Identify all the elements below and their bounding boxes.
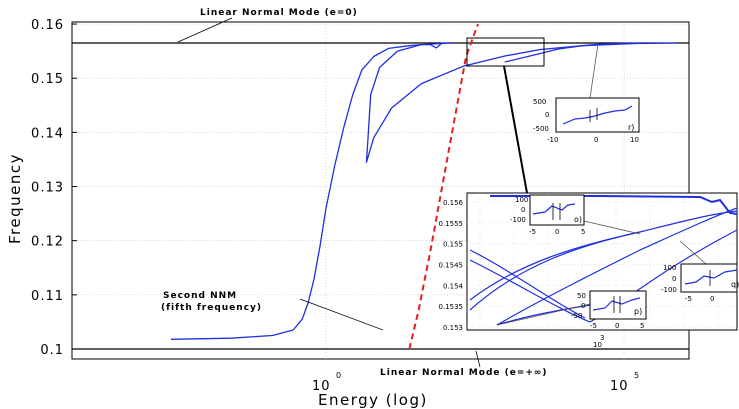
- zoom-ytick-label: 0.1555: [439, 220, 464, 228]
- inset-r-label: r): [628, 123, 634, 132]
- zoom-ytick-label: 0.155: [443, 241, 463, 249]
- annotation-second-nnm: Second NNM: [163, 291, 237, 301]
- x-axis-label: Energy (log): [318, 391, 428, 409]
- inset-o-xtick-2: 0: [555, 228, 559, 236]
- inset-r-ytick-2: 0: [545, 111, 549, 119]
- inset-r-ytick-3: -500: [533, 125, 549, 133]
- zoom-xtick-base: 10: [593, 341, 602, 349]
- second-nnm-curve: [408, 23, 479, 350]
- zoom-connector: [503, 65, 528, 194]
- x-tick-base-1: 10: [312, 379, 331, 394]
- y-tick-label: 0.16: [31, 18, 64, 33]
- inset-r-xtick-3: 10: [630, 136, 639, 144]
- x-tick-exp-2: 5: [634, 371, 639, 380]
- inset-o-xtick-3: 5: [581, 228, 585, 236]
- inset-q-label: q): [731, 280, 739, 289]
- inset-q-xtick-1: -5: [685, 295, 692, 303]
- arrow-e0: [177, 17, 233, 43]
- zoom-ytick-label: 0.1545: [439, 262, 464, 270]
- inset-r: 500 0 -500 -10 0 10 r): [533, 43, 640, 144]
- series-group: [170, 42, 678, 340]
- zoom-ytick-label: 0.154: [443, 282, 464, 290]
- series-line: [504, 42, 642, 63]
- inset-q: 100 0 -100 -5 0 q): [661, 240, 739, 303]
- arrow-second-nnm: [299, 298, 384, 331]
- inset-r-xtick-1: -10: [547, 136, 558, 144]
- x-tick-base-2: 10: [610, 379, 629, 394]
- zoom-ytick-label: 0.1535: [439, 303, 464, 311]
- inset-o-ytick-3: -100: [510, 216, 526, 224]
- inset-q-xtick-2: 0: [710, 295, 714, 303]
- zoom-ytick-label: 0.153: [443, 324, 463, 332]
- annotation-fifth-frequency: (fifth frequency): [161, 303, 262, 313]
- y-axis-label: Frequency: [6, 153, 24, 244]
- inset-o-ytick-1: 100: [515, 196, 528, 204]
- inset-r-xtick-2: 0: [594, 136, 598, 144]
- inset-q-ytick-1: 100: [663, 264, 676, 272]
- arrow-einf: [475, 350, 481, 368]
- zoom-ytick-label: 0.156: [443, 199, 464, 207]
- zoom-region-box: [466, 37, 545, 67]
- inset-p-xtick-1: -5: [590, 322, 597, 330]
- y-tick-label: 0.11: [31, 289, 64, 304]
- inset-p: 50 0 -50 -5 0 5 p): [496, 290, 647, 330]
- inset-q-ytick-2: 0: [672, 275, 676, 283]
- inset-p-label: p): [634, 307, 642, 316]
- inset-q-ytick-3: -100: [661, 286, 677, 294]
- y-tick-label: 0.15: [31, 72, 64, 87]
- zoom-xtick-exp: 3: [600, 334, 604, 342]
- inset-p-ytick-2: 0: [581, 302, 585, 310]
- inset-o-xtick-1: -5: [529, 228, 536, 236]
- inset-o-ytick-2: 0: [521, 206, 525, 214]
- x-tick-exp-1: 0: [336, 371, 341, 380]
- inset-o-label: o): [574, 215, 582, 224]
- y-tick-label: 0.12: [31, 235, 64, 250]
- inset-p-ytick-3: -50: [571, 312, 582, 320]
- inset-r-ytick-1: 500: [533, 98, 546, 106]
- annotation-linear-mode-e0: Linear Normal Mode (e=0): [200, 8, 358, 18]
- y-tick-label: 0.1: [40, 343, 64, 358]
- inset-p-xtick-3: 5: [640, 322, 644, 330]
- y-tick-label: 0.14: [31, 126, 64, 141]
- annotation-linear-mode-einf: Linear Normal Mode (e=+∞): [380, 368, 548, 378]
- inset-p-ytick-1: 50: [577, 292, 586, 300]
- inset-p-xtick-2: 0: [615, 322, 619, 330]
- y-axis-ticks: 0.1 0.11 0.12 0.13 0.14 0.15 0.16: [31, 18, 77, 358]
- y-tick-label: 0.13: [31, 181, 64, 196]
- inset-o: 100 0 -100 -5 0 5 o): [510, 194, 641, 236]
